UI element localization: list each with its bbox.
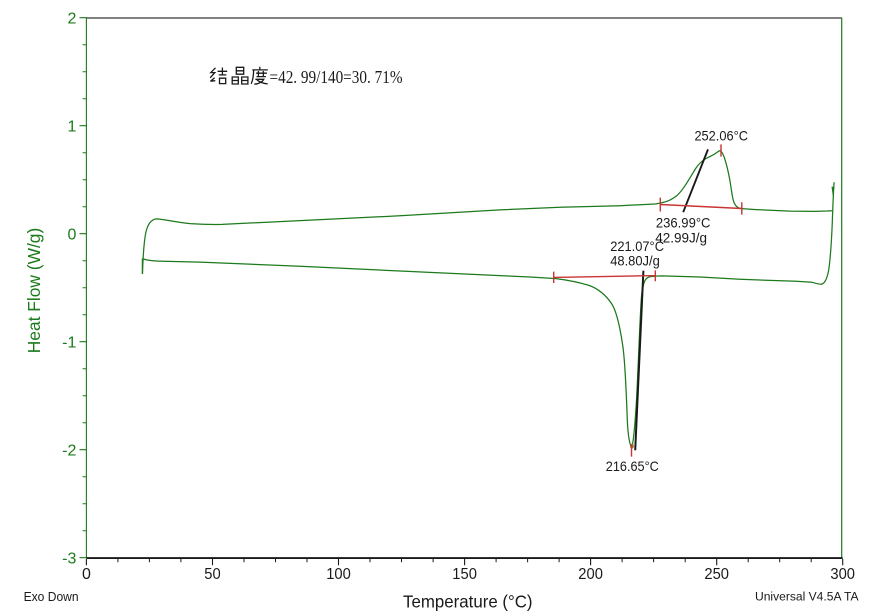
svg-text:200: 200 — [578, 566, 603, 583]
svg-text:100: 100 — [326, 566, 351, 583]
svg-text:252.06°C: 252.06°C — [694, 127, 748, 143]
svg-text:-1: -1 — [62, 334, 76, 351]
svg-text:221.07°C: 221.07°C — [610, 238, 664, 254]
svg-text:300: 300 — [830, 566, 855, 583]
svg-text:0: 0 — [67, 226, 76, 243]
svg-text:=42. 99/140=30. 71%: =42. 99/140=30. 71% — [270, 67, 403, 87]
svg-text:Exo Down: Exo Down — [24, 589, 79, 604]
svg-text:50: 50 — [204, 566, 220, 583]
svg-text:0: 0 — [82, 566, 91, 583]
svg-text:150: 150 — [452, 566, 477, 583]
svg-text:2: 2 — [67, 10, 76, 27]
svg-text:Temperature (°C): Temperature (°C) — [403, 591, 533, 611]
svg-text:1: 1 — [67, 118, 76, 135]
svg-text:236.99°C: 236.99°C — [656, 214, 711, 230]
svg-text:-2: -2 — [62, 442, 76, 459]
svg-text:Universal V4.5A TA: Universal V4.5A TA — [755, 590, 859, 604]
svg-text:-3: -3 — [62, 550, 76, 567]
svg-text:216.65°C: 216.65°C — [606, 458, 659, 474]
svg-text:250: 250 — [704, 566, 729, 583]
svg-text:Heat Flow (W/g): Heat Flow (W/g) — [24, 228, 44, 354]
svg-text:42.99J/g: 42.99J/g — [655, 229, 707, 245]
svg-text:48.80J/g: 48.80J/g — [610, 253, 660, 269]
